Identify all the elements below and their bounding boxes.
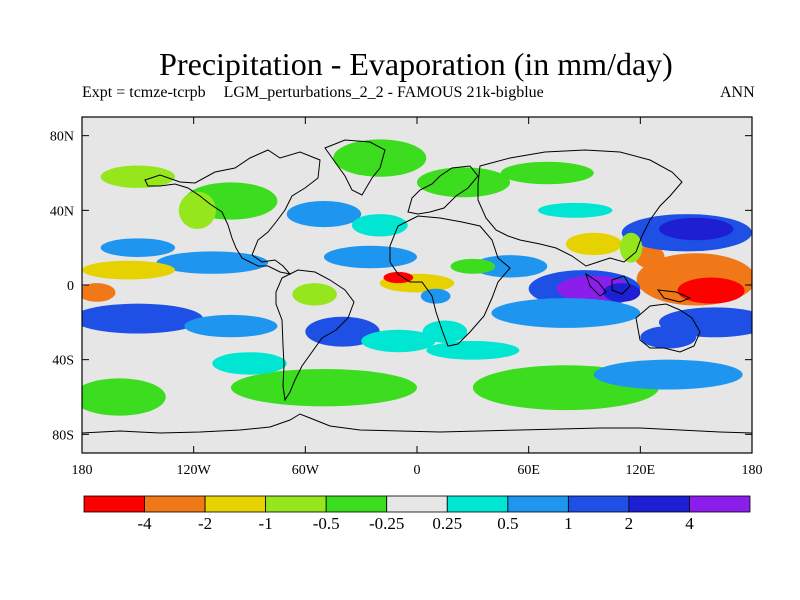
coastline-africa [389, 215, 511, 347]
season-label: ANN [720, 84, 755, 101]
pe-region-38 [426, 341, 520, 360]
pe-region-20 [323, 245, 417, 269]
pe-region-18 [420, 288, 451, 304]
pe-region-22 [351, 214, 408, 237]
pe-region-21 [286, 201, 362, 228]
y-tick-label: 0 [67, 279, 74, 294]
colorbar-label: -2 [198, 514, 212, 533]
colorbar-label: 0.25 [432, 514, 462, 533]
x-tick-label: 0 [414, 463, 421, 478]
coastline-australia [635, 303, 701, 353]
pe-contour-regions [82, 139, 752, 416]
pe-region-30 [100, 238, 176, 257]
pe-region-25 [178, 191, 216, 229]
coastlines [82, 139, 752, 434]
coastline-south-america [275, 269, 355, 402]
colorbar-label: -1 [259, 514, 273, 533]
pe-region-12 [619, 232, 643, 263]
x-tick-label: 60E [517, 463, 540, 478]
coastline-north-america [144, 149, 321, 275]
x-tick-label: 120W [177, 463, 212, 478]
pe-region-17 [383, 271, 414, 284]
colorbar-label: 1 [564, 514, 573, 533]
experiment-description: LGM_perturbations_2_2 - FAMOUS 21k-bigbl… [223, 84, 544, 101]
colorbar-swatch [144, 495, 206, 513]
coastline-greenland [324, 139, 386, 196]
y-tick-label: 80S [52, 428, 74, 443]
pe-region-2 [634, 245, 665, 269]
pe-region-33 [82, 303, 203, 334]
experiment-subtitle: Expt = tcmze-tcrpb LGM_perturbations_2_2 … [82, 84, 544, 102]
colorbar: -4 -2 -1 -0.5 -0.25 0.25 0.5 1 2 4 [83, 495, 751, 533]
pe-region-41 [82, 378, 166, 416]
colorbar-swatch [507, 495, 569, 513]
pe-region-32 [82, 283, 116, 302]
coastline-sumatra [585, 272, 607, 297]
colorbar-swatch [83, 495, 145, 513]
pe-region-37 [361, 329, 436, 353]
pe-region-6 [640, 326, 697, 349]
pe-region-42 [593, 359, 743, 390]
y-tick-label: 40N [50, 204, 74, 219]
pe-region-9 [603, 283, 641, 302]
y-tick-label: 40S [52, 354, 74, 369]
pe-region-11 [565, 232, 622, 256]
coastline-europe [407, 165, 479, 215]
pe-region-26 [100, 165, 176, 188]
pe-region-1 [677, 277, 745, 304]
pe-region-13 [537, 202, 613, 218]
pe-region-43 [212, 352, 287, 375]
x-axis: 180 120W 60W 0 60E 120E 180 [72, 117, 763, 478]
coastline-new-guinea [656, 289, 692, 303]
colorbar-swatch [325, 495, 388, 513]
coastline-antarctica [82, 413, 752, 434]
pe-region-23 [333, 139, 427, 177]
colorbar-label: 0.5 [497, 514, 518, 533]
pe-region-19 [422, 320, 468, 343]
x-tick-label: 120E [626, 463, 656, 478]
colorbar-swatch [204, 495, 267, 513]
pe-region-14 [472, 255, 548, 278]
coastline-asia [477, 149, 683, 267]
colorbar-label: -4 [137, 514, 152, 533]
pe-region-34 [184, 314, 278, 338]
pe-region-15 [450, 258, 496, 274]
colorbar-label: -0.25 [369, 514, 404, 533]
pe-region-29 [156, 251, 269, 274]
colorbar-swatch [567, 495, 630, 513]
colorbar-swatch [265, 495, 327, 513]
x-tick-label: 180 [72, 463, 93, 478]
pe-region-28 [500, 161, 594, 185]
colorbar-swatch [386, 495, 448, 513]
coastline-borneo [611, 275, 631, 295]
chart-title: Precipitation - Evaporation (in mm/day) [159, 46, 673, 82]
colorbar-label: 4 [685, 514, 694, 533]
x-tick-label: 60W [292, 463, 320, 478]
colorbar-swatch [689, 495, 751, 513]
experiment-id: Expt = tcmze-tcrpb [82, 84, 206, 101]
pe-region-4 [658, 217, 734, 241]
colorbar-swatch [628, 495, 690, 513]
pe-region-10 [491, 298, 641, 328]
x-tick-label: 180 [742, 463, 763, 478]
y-axis: 80N 40N 0 40S 80S [50, 130, 752, 443]
pe-region-27 [417, 167, 511, 198]
colorbar-swatch [446, 495, 509, 513]
y-tick-label: 80N [50, 130, 74, 145]
pe-region-31 [82, 260, 176, 280]
pe-region-40 [230, 369, 417, 407]
pe-region-35 [305, 316, 380, 347]
colorbar-label: 2 [625, 514, 634, 533]
colorbar-label: -0.5 [313, 514, 340, 533]
pe-region-36 [292, 283, 337, 306]
